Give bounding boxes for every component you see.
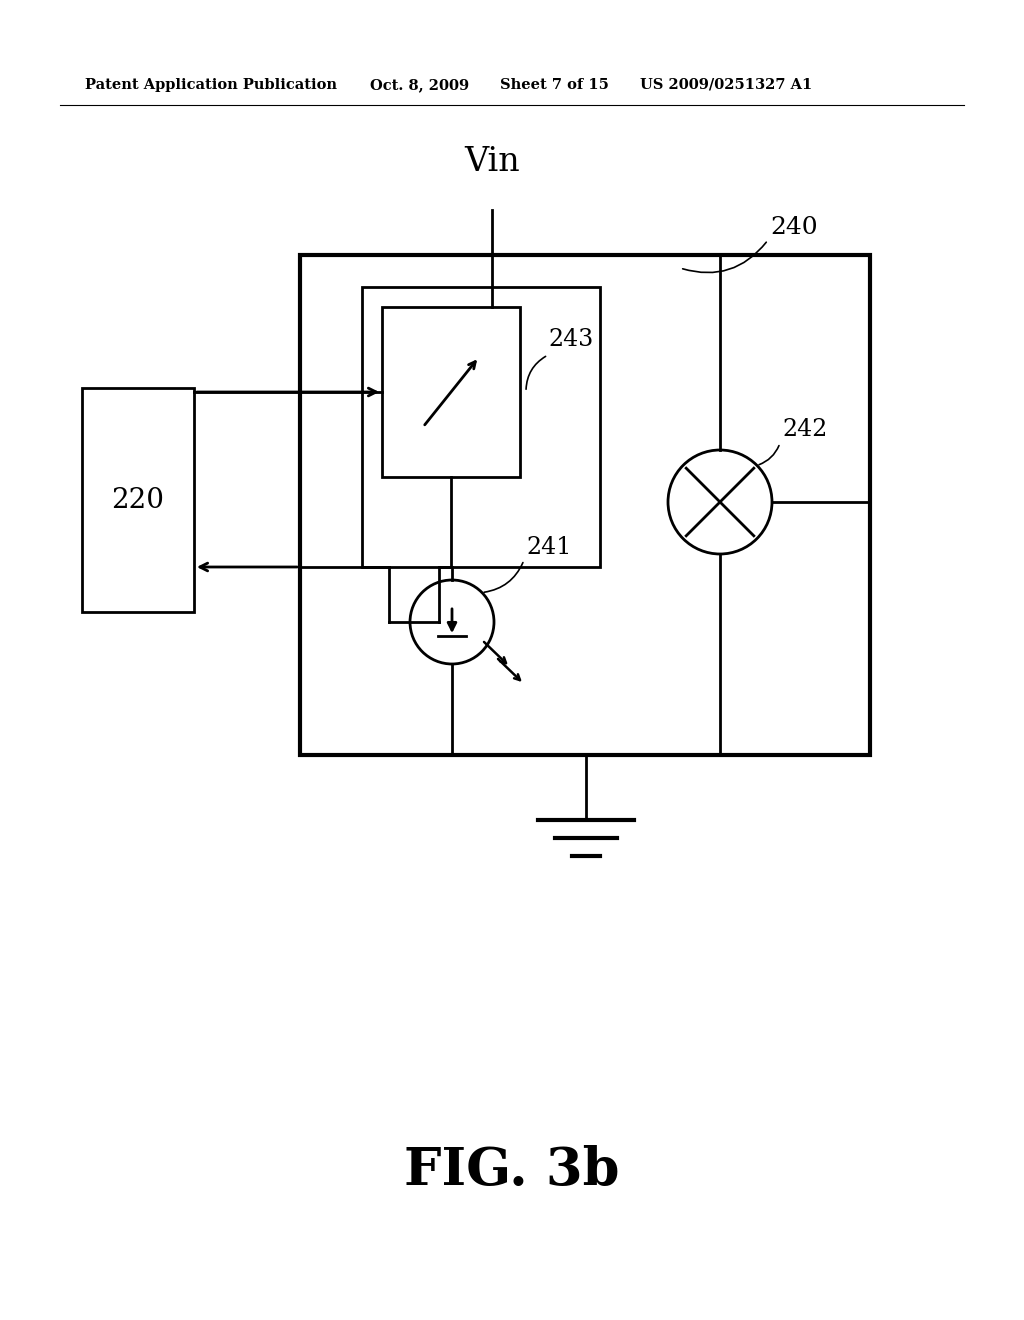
Text: 243: 243 [548, 329, 593, 351]
Text: FIG. 3b: FIG. 3b [404, 1144, 620, 1196]
Text: Vin: Vin [464, 147, 520, 178]
Bar [300, 255, 870, 755]
Text: Oct. 8, 2009: Oct. 8, 2009 [370, 78, 469, 92]
Text: 241: 241 [526, 536, 571, 560]
FancyArrowPatch shape [526, 356, 546, 389]
Circle shape [410, 579, 494, 664]
Text: 220: 220 [112, 487, 165, 513]
Text: Sheet 7 of 15: Sheet 7 of 15 [500, 78, 609, 92]
FancyArrowPatch shape [484, 562, 523, 593]
Text: 242: 242 [782, 418, 827, 441]
Text: Patent Application Publication: Patent Application Publication [85, 78, 337, 92]
Bar [82, 388, 194, 612]
Text: 240: 240 [770, 216, 817, 239]
FancyArrowPatch shape [683, 242, 766, 273]
FancyArrowPatch shape [759, 446, 779, 465]
Bar [382, 308, 520, 477]
Circle shape [668, 450, 772, 554]
Text: US 2009/0251327 A1: US 2009/0251327 A1 [640, 78, 812, 92]
Bar [362, 286, 600, 568]
